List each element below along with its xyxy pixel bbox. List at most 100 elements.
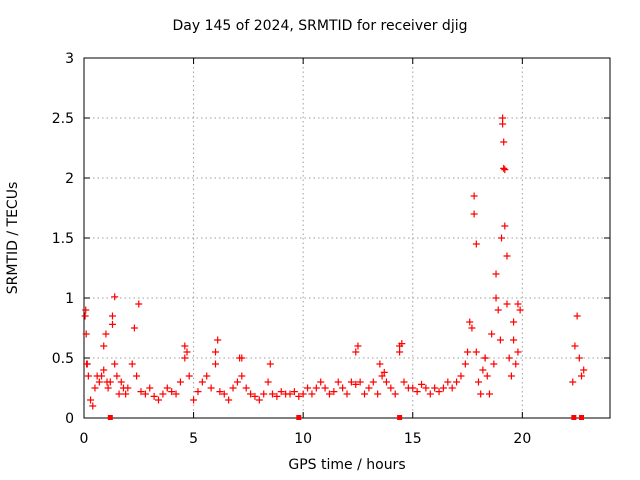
- data-point: [496, 336, 504, 344]
- data-point: [181, 342, 189, 350]
- data-point: [312, 384, 320, 392]
- data-point: [507, 372, 515, 380]
- data-point: [113, 372, 121, 380]
- data-point: [321, 384, 329, 392]
- data-point: [304, 384, 312, 392]
- data-point: [365, 384, 373, 392]
- data-point: [343, 390, 351, 398]
- data-point: [181, 354, 189, 362]
- data-point: [247, 390, 255, 398]
- data-point: [98, 372, 106, 380]
- data-point: [499, 120, 507, 128]
- data-point: [483, 372, 491, 380]
- data-point: [264, 378, 272, 386]
- data-point: [103, 378, 111, 386]
- data-point: [146, 384, 154, 392]
- data-point: [510, 336, 518, 344]
- data-point: [260, 390, 268, 398]
- data-point: [356, 378, 364, 386]
- data-point: [133, 372, 141, 380]
- data-point: [317, 378, 325, 386]
- data-point: [266, 360, 274, 368]
- data-point: [168, 388, 176, 396]
- data-point: [273, 392, 281, 400]
- data-point: [225, 396, 233, 404]
- data-point: [470, 192, 478, 200]
- data-point: [229, 384, 237, 392]
- data-point: [426, 390, 434, 398]
- x-tick-label: 5: [189, 431, 198, 447]
- x-tick-label: 10: [294, 431, 312, 447]
- data-point: [347, 378, 355, 386]
- data-point: [212, 348, 219, 356]
- data-point: [91, 384, 99, 392]
- data-point: [453, 378, 461, 386]
- x-tick-label: 20: [513, 431, 531, 447]
- data-point: [108, 320, 116, 328]
- data-point: [468, 324, 476, 332]
- data-point: [242, 384, 250, 392]
- data-point: [569, 378, 577, 386]
- data-point: [418, 380, 426, 388]
- data-point: [124, 384, 132, 392]
- data-points: [81, 114, 588, 420]
- data-point: [82, 330, 90, 338]
- data-point: [492, 294, 500, 302]
- data-point: [295, 392, 303, 400]
- data-point: [485, 390, 493, 398]
- data-point: [150, 392, 158, 400]
- data-point: [376, 360, 384, 368]
- data-point: [339, 384, 347, 392]
- data-point: [238, 354, 246, 362]
- data-point: [290, 388, 298, 396]
- y-tick-label: 2: [65, 171, 74, 187]
- data-point: [391, 390, 399, 398]
- data-point: [352, 380, 360, 388]
- data-point: [308, 390, 316, 398]
- data-point: [220, 390, 228, 398]
- data-point: [501, 166, 509, 174]
- data-point: [573, 312, 581, 320]
- data-point: [100, 366, 108, 374]
- zero-marker: [107, 415, 113, 420]
- data-point: [409, 384, 417, 392]
- data-point: [203, 372, 211, 380]
- data-point: [81, 312, 89, 320]
- data-point: [500, 164, 508, 172]
- data-point: [286, 390, 294, 398]
- data-point: [95, 378, 103, 386]
- data-point: [514, 348, 522, 356]
- data-point: [190, 396, 198, 404]
- data-point: [117, 378, 125, 386]
- data-point: [492, 270, 500, 278]
- data-point: [277, 388, 285, 396]
- data-point: [104, 384, 112, 392]
- data-point: [378, 372, 386, 380]
- data-point: [510, 318, 518, 326]
- data-point: [172, 390, 180, 398]
- data-point: [108, 312, 116, 320]
- data-point: [431, 384, 439, 392]
- y-tick-label: 0.5: [52, 351, 74, 367]
- data-point: [398, 340, 406, 348]
- data-point: [490, 360, 498, 368]
- zero-marker: [571, 415, 577, 420]
- data-point: [488, 330, 496, 338]
- data-point: [207, 384, 215, 392]
- data-point: [503, 252, 511, 260]
- data-point: [472, 240, 480, 248]
- data-point: [130, 324, 138, 332]
- data-point: [498, 234, 506, 242]
- data-point: [512, 360, 520, 368]
- data-point: [400, 378, 408, 386]
- y-tick-label: 2.5: [52, 111, 74, 127]
- data-point: [155, 396, 163, 404]
- data-point: [444, 378, 452, 386]
- data-point: [448, 384, 456, 392]
- data-point: [505, 354, 513, 362]
- data-point: [83, 360, 91, 368]
- data-point: [470, 210, 478, 218]
- data-point: [255, 396, 263, 404]
- y-tick-label: 0: [65, 411, 74, 427]
- data-point: [111, 360, 119, 368]
